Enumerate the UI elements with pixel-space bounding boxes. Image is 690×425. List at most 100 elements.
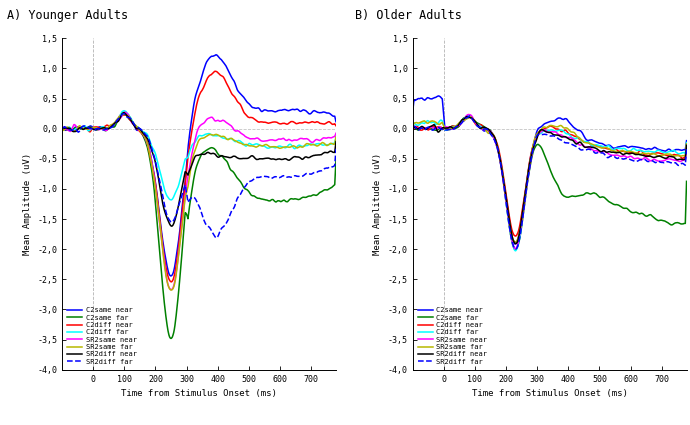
Line: C2same far: C2same far [62, 114, 336, 338]
SR2same near [622, 154, 630, 159]
C2same near [443, 127, 451, 132]
SR2same far [442, 127, 451, 132]
SR2same near [408, 126, 417, 131]
SR2same near [490, 136, 498, 141]
C2same far [58, 126, 66, 131]
C2same far [682, 179, 690, 184]
Line: SR2diff near: SR2diff near [413, 116, 687, 244]
C2diff far [88, 126, 96, 131]
C2same far [271, 199, 279, 204]
C2same far [167, 336, 175, 341]
C2same far [139, 134, 148, 139]
C2diff near [644, 153, 652, 158]
SR2diff near [442, 125, 451, 130]
C2diff near [490, 133, 498, 139]
SR2diff far [442, 128, 451, 133]
SR2same far [490, 133, 498, 139]
SR2same far [58, 127, 66, 132]
SR2same near [139, 132, 148, 137]
SR2same near [293, 138, 301, 143]
C2same near [139, 133, 147, 138]
C2same near [511, 241, 520, 246]
SR2diff near [622, 151, 630, 156]
SR2diff far [213, 235, 221, 241]
C2diff far [332, 134, 340, 139]
SR2diff near [271, 157, 279, 162]
C2same near [682, 138, 690, 143]
C2same far [293, 197, 301, 202]
C2same near [293, 107, 301, 112]
C2diff far [682, 140, 690, 145]
SR2diff far [248, 177, 257, 182]
C2same near [167, 273, 175, 278]
C2same far [88, 125, 96, 130]
SR2diff near [408, 126, 417, 131]
SR2diff near [644, 154, 652, 159]
Line: SR2same near: SR2same near [413, 114, 687, 249]
C2diff near [438, 125, 446, 130]
Legend: C2same near, C2same far, C2diff near, C2diff far, SR2same near, SR2same far, SR2: C2same near, C2same far, C2diff near, C2… [416, 306, 489, 366]
C2diff near [211, 69, 219, 74]
SR2same far [682, 142, 690, 147]
C2same far [442, 125, 451, 130]
C2diff far [271, 145, 279, 150]
SR2diff far [682, 147, 690, 152]
Text: A) Younger Adults: A) Younger Adults [7, 8, 128, 22]
C2same near [644, 146, 652, 151]
Line: SR2diff near: SR2diff near [62, 113, 336, 226]
C2same near [408, 110, 417, 115]
C2same near [490, 136, 498, 141]
SR2diff far [490, 136, 498, 142]
SR2same near [248, 136, 257, 141]
C2diff far [139, 129, 148, 134]
Line: SR2same far: SR2same far [413, 117, 687, 242]
C2same near [435, 94, 443, 99]
Y-axis label: Mean Amplitude (uV): Mean Amplitude (uV) [23, 153, 32, 255]
SR2diff near [512, 241, 520, 246]
C2same far [466, 114, 475, 119]
SR2same far [271, 144, 279, 149]
C2diff near [271, 119, 279, 125]
SR2diff near [119, 110, 128, 115]
SR2same near [121, 110, 130, 115]
C2diff far [293, 144, 301, 149]
Line: SR2same near: SR2same near [62, 112, 336, 289]
C2diff far [248, 142, 257, 147]
SR2same near [599, 149, 607, 154]
C2same far [248, 193, 257, 198]
C2same near [92, 128, 100, 133]
SR2same far [92, 125, 100, 130]
SR2diff near [438, 125, 446, 130]
SR2diff far [332, 146, 340, 151]
C2same near [58, 126, 66, 131]
SR2same near [682, 144, 690, 149]
SR2same far [139, 132, 148, 137]
SR2same near [58, 125, 66, 130]
SR2diff far [119, 111, 128, 116]
C2diff near [139, 132, 147, 137]
SR2diff far [408, 125, 417, 130]
Legend: C2same near, C2same far, C2diff near, C2diff far, SR2same near, SR2same far, SR2: C2same near, C2same far, C2diff near, C2… [66, 306, 138, 366]
Line: C2diff far: C2diff far [62, 110, 336, 200]
C2diff near [58, 126, 66, 131]
C2same near [599, 142, 607, 147]
SR2diff far [644, 159, 652, 164]
C2diff far [511, 248, 520, 253]
C2same near [622, 144, 630, 149]
SR2diff near [490, 133, 498, 139]
SR2same far [408, 124, 417, 129]
SR2same near [442, 125, 451, 130]
C2same far [408, 126, 417, 131]
C2diff far [442, 128, 451, 133]
SR2diff near [58, 126, 66, 131]
C2diff far [408, 122, 417, 128]
SR2diff far [599, 151, 607, 156]
C2diff far [92, 126, 100, 131]
SR2same near [464, 112, 473, 117]
C2diff far [167, 197, 175, 202]
SR2diff near [682, 143, 690, 148]
C2same far [120, 112, 128, 117]
Line: C2diff far: C2diff far [413, 116, 687, 251]
C2diff near [622, 149, 630, 154]
SR2same near [167, 287, 175, 292]
